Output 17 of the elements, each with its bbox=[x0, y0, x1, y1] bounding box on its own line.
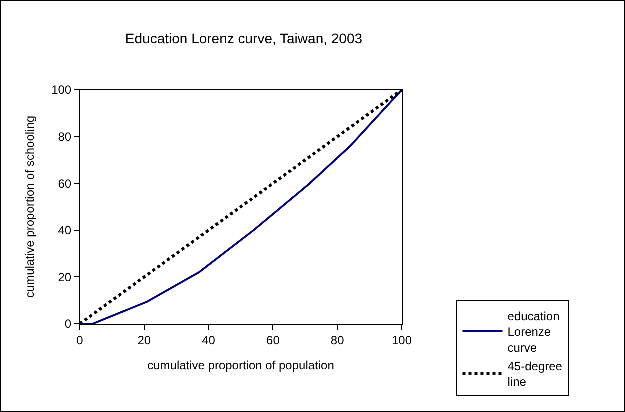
x-tick-label: 0 bbox=[76, 333, 84, 348]
x-tick-label: 100 bbox=[392, 333, 412, 348]
legend-label: education Lorenze curve bbox=[508, 310, 560, 355]
x-tick-label: 40 bbox=[202, 333, 216, 348]
y-tick-label: 20 bbox=[58, 270, 72, 284]
legend-label: 45-degree line bbox=[508, 359, 563, 389]
y-tick-label: 100 bbox=[52, 83, 72, 98]
y-tick-label: 80 bbox=[58, 130, 72, 144]
y-axis-title: cumulative proportion of schooling bbox=[22, 116, 37, 298]
x-axis-title: cumulative proportion of population bbox=[148, 358, 334, 372]
y-tick-label: 60 bbox=[58, 176, 72, 191]
chart-title: Education Lorenz curve, Taiwan, 2003 bbox=[125, 30, 363, 47]
y-tick-label: 0 bbox=[64, 317, 72, 332]
x-tick-label: 60 bbox=[266, 333, 280, 348]
y-tick-label: 40 bbox=[58, 224, 72, 238]
x-tick-label: 20 bbox=[138, 333, 152, 348]
x-tick-label: 80 bbox=[330, 333, 345, 348]
